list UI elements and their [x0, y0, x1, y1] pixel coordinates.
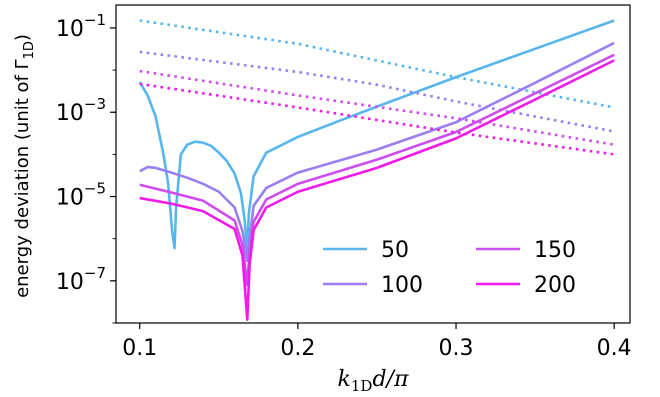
- series-line-150-dotted: [139, 69, 615, 146]
- y-tick-exponent: −5: [84, 180, 106, 198]
- y-tick-exponent: −3: [84, 95, 106, 113]
- x-tick-label: 0.4: [597, 336, 632, 361]
- y-tick-exponent: −1: [84, 11, 106, 29]
- y-tick-exponent: −7: [84, 264, 106, 282]
- series-line-100-dotted: [139, 50, 615, 133]
- y-axis-label-subscript: 1D: [22, 41, 37, 59]
- y-tick-label: 10−5: [56, 180, 106, 211]
- series-line-200-dotted: [139, 82, 615, 156]
- legend-label-150: 150: [534, 238, 576, 263]
- y-axis-label-close: ): [12, 34, 33, 41]
- series-line-50-solid: [138, 19, 615, 253]
- series-line-200-solid: [139, 59, 615, 321]
- y-tick-label: 10−1: [56, 11, 106, 42]
- x-axis-label-subscript: 1D: [351, 377, 373, 395]
- y-tick-label: 10−3: [56, 95, 106, 126]
- x-tick-label: 0.1: [122, 336, 157, 361]
- plot-frame: [115, 4, 631, 324]
- x-tick-label: 0.3: [439, 336, 474, 361]
- x-axis-label: k1Dd/π: [338, 367, 409, 395]
- y-axis-label-main: energy deviation (unit of Γ: [12, 59, 33, 298]
- y-tick-base: 10: [56, 270, 84, 295]
- x-axis-label-rest: d/π: [372, 367, 408, 392]
- y-tick-base: 10: [56, 101, 84, 126]
- legend: 50 100 150 200: [323, 238, 576, 298]
- y-tick-base: 10: [56, 17, 84, 42]
- axes-layer: 0.1 0.2 0.3 0.410−110−310−510−7: [56, 4, 632, 361]
- y-tick-label: 10−7: [56, 264, 106, 295]
- series-layer: [138, 19, 615, 321]
- x-tick-label: 0.2: [280, 336, 315, 361]
- legend-label-50: 50: [381, 238, 409, 263]
- legend-label-200: 200: [534, 273, 576, 298]
- series-line-100-solid: [139, 41, 615, 263]
- y-axis-label: energy deviation (unit of Γ1D): [12, 34, 37, 298]
- y-tick-base: 10: [56, 186, 84, 211]
- x-axis-label-main: k: [338, 367, 351, 392]
- legend-label-100: 100: [381, 273, 423, 298]
